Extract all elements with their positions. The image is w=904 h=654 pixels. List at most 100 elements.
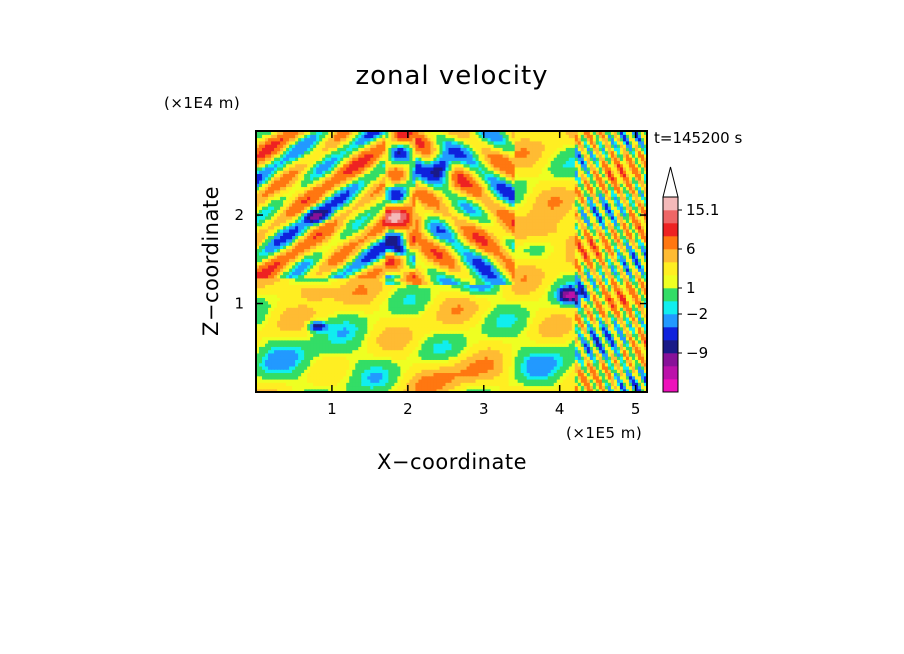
field-cell bbox=[613, 274, 618, 279]
field-cell bbox=[397, 372, 401, 377]
field-cell bbox=[601, 375, 606, 380]
field-cell bbox=[463, 346, 468, 351]
field-cell bbox=[421, 343, 426, 347]
field-cell bbox=[412, 268, 417, 272]
field-cell bbox=[466, 365, 471, 370]
field-cell bbox=[364, 362, 368, 367]
field-cell bbox=[550, 281, 555, 285]
field-cell bbox=[358, 310, 362, 315]
field-cell bbox=[529, 287, 534, 292]
field-cell bbox=[439, 287, 444, 292]
field-cell bbox=[373, 346, 377, 351]
field-cell bbox=[373, 303, 377, 308]
field-cell bbox=[289, 264, 293, 269]
field-cell bbox=[334, 346, 338, 351]
field-cell bbox=[451, 339, 456, 344]
field-cell bbox=[265, 294, 269, 298]
field-cell bbox=[439, 326, 444, 331]
field-cell bbox=[379, 284, 383, 289]
field-cell bbox=[268, 277, 272, 282]
field-cell bbox=[580, 382, 585, 387]
field-cell bbox=[466, 290, 471, 295]
field-cell bbox=[304, 287, 308, 292]
field-cell bbox=[601, 268, 606, 272]
field-cell bbox=[328, 378, 332, 383]
field-cell bbox=[304, 385, 308, 390]
field-cell bbox=[553, 352, 558, 357]
field-cell bbox=[526, 307, 531, 312]
field-cell bbox=[325, 274, 329, 279]
field-cell bbox=[571, 287, 576, 292]
field-cell bbox=[466, 323, 471, 328]
field-cell bbox=[256, 313, 260, 318]
field-cell bbox=[313, 382, 317, 387]
field-cell bbox=[325, 388, 329, 392]
field-cell bbox=[295, 359, 299, 364]
field-cell bbox=[316, 372, 320, 377]
field-cell bbox=[433, 330, 438, 334]
field-cell bbox=[535, 385, 540, 390]
field-cell bbox=[403, 320, 407, 325]
field-cell bbox=[436, 277, 441, 282]
field-cell bbox=[391, 339, 395, 344]
field-cell bbox=[457, 326, 462, 331]
field-cell bbox=[547, 333, 552, 338]
field-cell bbox=[427, 284, 432, 289]
field-cell bbox=[346, 349, 350, 354]
field-cell bbox=[355, 281, 359, 285]
field-cell bbox=[586, 287, 591, 292]
field-cell bbox=[523, 359, 528, 364]
field-cell bbox=[412, 346, 417, 351]
field-cell bbox=[481, 346, 486, 351]
field-cell bbox=[316, 316, 320, 321]
field-cell bbox=[379, 264, 383, 269]
field-cell bbox=[271, 385, 275, 390]
field-cell bbox=[463, 303, 468, 308]
field-cell bbox=[514, 339, 519, 344]
field-cell bbox=[274, 346, 278, 351]
field-cell bbox=[607, 382, 612, 387]
field-cell bbox=[346, 372, 350, 377]
field-cell bbox=[400, 316, 404, 321]
field-cell bbox=[502, 365, 507, 370]
field-cell bbox=[604, 294, 609, 298]
field-cell bbox=[295, 346, 299, 351]
field-cell bbox=[319, 343, 323, 347]
field-cell bbox=[367, 264, 371, 269]
field-cell bbox=[511, 297, 516, 302]
field-cell bbox=[328, 365, 332, 370]
field-cell bbox=[604, 346, 609, 351]
field-cell bbox=[628, 378, 633, 383]
field-cell bbox=[289, 362, 293, 367]
field-cell bbox=[532, 349, 537, 354]
field-cell bbox=[262, 359, 266, 364]
field-cell bbox=[520, 336, 525, 341]
field-cell bbox=[643, 274, 647, 279]
field-cell bbox=[496, 277, 501, 282]
field-cell bbox=[595, 271, 600, 276]
field-cell bbox=[490, 378, 495, 383]
field-cell bbox=[442, 313, 447, 318]
field-cell bbox=[376, 372, 380, 377]
field-cell bbox=[415, 346, 420, 351]
field-cell bbox=[601, 303, 606, 308]
field-cell bbox=[409, 307, 413, 312]
field-cell bbox=[604, 339, 609, 344]
field-cell bbox=[607, 294, 612, 298]
field-cell bbox=[532, 388, 537, 392]
field-cell bbox=[499, 310, 504, 315]
field-cell bbox=[619, 346, 624, 351]
field-cell bbox=[571, 362, 576, 367]
field-cell bbox=[490, 343, 495, 347]
field-cell bbox=[262, 349, 266, 354]
field-cell bbox=[598, 349, 603, 354]
field-cell bbox=[487, 336, 492, 341]
field-cell bbox=[382, 274, 386, 279]
field-cell bbox=[310, 362, 314, 367]
field-cell bbox=[634, 356, 639, 360]
field-cell bbox=[550, 287, 555, 292]
field-cell bbox=[577, 372, 582, 377]
field-cell bbox=[391, 343, 395, 347]
field-cell bbox=[391, 274, 395, 279]
field-cell bbox=[610, 313, 615, 318]
